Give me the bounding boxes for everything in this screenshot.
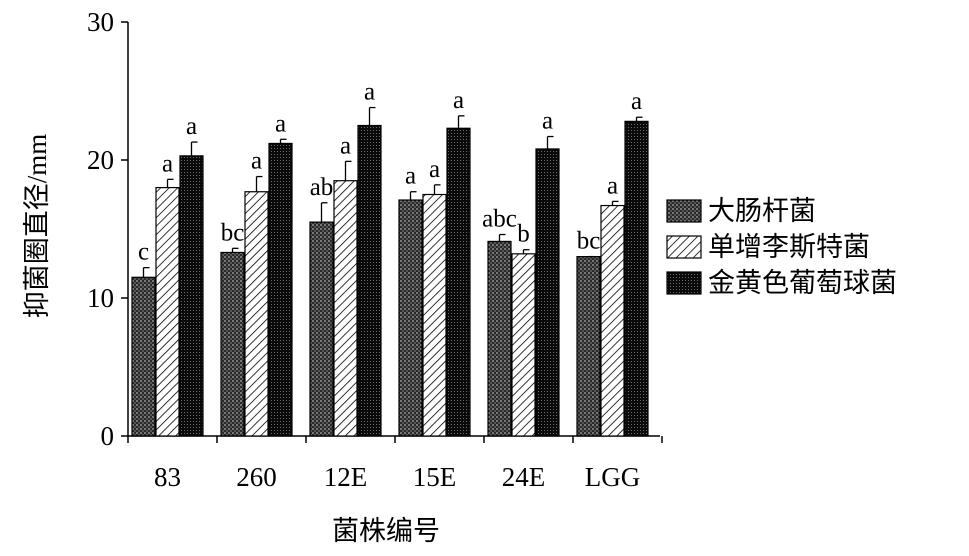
bar bbox=[309, 221, 334, 437]
significance-label: a bbox=[453, 87, 464, 114]
bar bbox=[422, 193, 447, 437]
x-tick-label: LGG bbox=[585, 462, 641, 492]
bar bbox=[487, 240, 512, 437]
error-bars bbox=[142, 106, 643, 278]
legend-swatch bbox=[666, 235, 702, 259]
significance-label: a bbox=[364, 79, 375, 106]
significance-label: bc bbox=[221, 219, 245, 246]
x-tick-label: 260 bbox=[236, 462, 277, 492]
significance-label: a bbox=[251, 148, 262, 175]
significance-label: ab bbox=[310, 174, 334, 201]
axes bbox=[121, 21, 663, 443]
bar bbox=[131, 276, 156, 437]
significance-label: a bbox=[405, 163, 416, 190]
significance-label: a bbox=[607, 172, 618, 199]
significance-label: a bbox=[186, 113, 197, 140]
bars bbox=[131, 120, 649, 437]
x-tick-label: 24E bbox=[502, 462, 546, 492]
y-tick-labels: 0 10 20 30 bbox=[87, 7, 114, 451]
significance-label: a bbox=[162, 150, 173, 177]
y-tick-label: 20 bbox=[87, 145, 114, 175]
legend-label: 金黄色葡萄球菌 bbox=[708, 268, 897, 298]
y-axis-label: 抑菌圈直径/mm bbox=[22, 134, 52, 319]
x-tick-label: 15E bbox=[413, 462, 457, 492]
significance-label: a bbox=[429, 156, 440, 183]
bar bbox=[535, 148, 560, 437]
significance-label: a bbox=[340, 132, 351, 159]
x-axis-label: 菌株编号 bbox=[332, 516, 440, 546]
bar bbox=[333, 180, 358, 437]
bar bbox=[624, 120, 649, 437]
legend-label: 大肠杆菌 bbox=[708, 196, 816, 226]
bar bbox=[511, 253, 536, 437]
significance-label: abc bbox=[482, 206, 517, 233]
bar bbox=[179, 155, 204, 437]
bar bbox=[576, 256, 601, 437]
significance-label: b bbox=[517, 221, 530, 248]
legend-swatch bbox=[666, 199, 702, 223]
bar bbox=[155, 187, 180, 437]
bar bbox=[446, 127, 471, 437]
legend-swatch bbox=[666, 271, 702, 295]
y-tick-label: 30 bbox=[87, 7, 114, 37]
bar bbox=[268, 142, 293, 437]
y-tick-label: 10 bbox=[87, 283, 114, 313]
bar bbox=[244, 191, 269, 437]
bar bbox=[398, 199, 423, 437]
x-tick-label: 83 bbox=[154, 462, 181, 492]
significance-label: a bbox=[275, 110, 286, 137]
bar bbox=[220, 251, 245, 437]
significance-label: bc bbox=[577, 228, 601, 255]
bar bbox=[600, 204, 625, 437]
x-tick-labels: 83 260 12E 15E 24E LGG bbox=[154, 462, 640, 492]
significance-label: c bbox=[138, 239, 149, 266]
bar bbox=[357, 124, 382, 437]
y-tick-label: 0 bbox=[101, 421, 115, 451]
significance-label: a bbox=[542, 108, 553, 135]
significance-label: a bbox=[631, 88, 642, 115]
x-tick-label: 12E bbox=[324, 462, 368, 492]
legend-label: 单增李斯特菌 bbox=[708, 232, 870, 262]
